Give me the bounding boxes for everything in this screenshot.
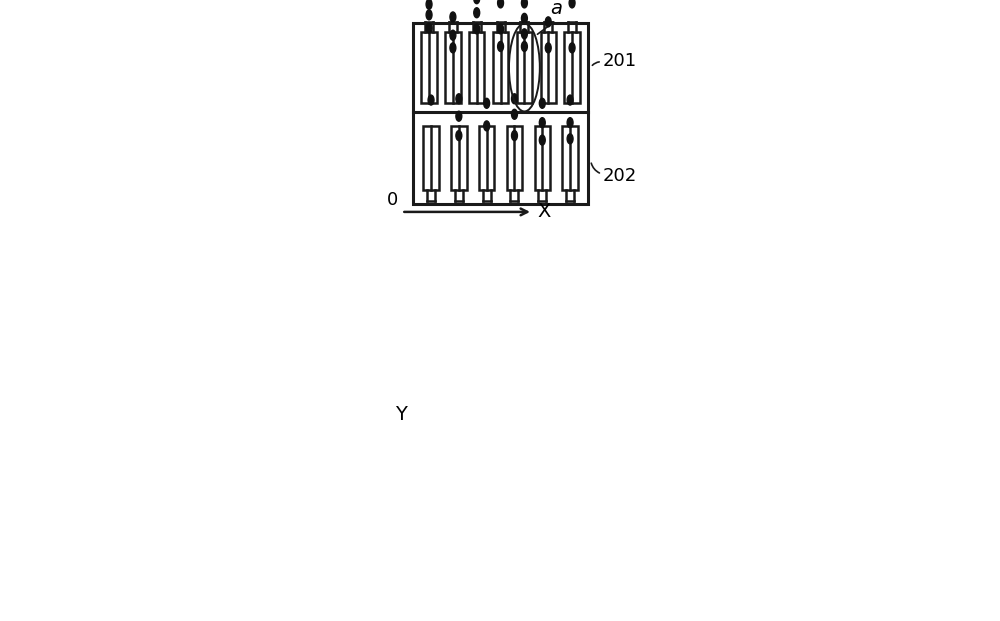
Ellipse shape (567, 134, 573, 144)
Text: Y: Y (395, 404, 407, 424)
Ellipse shape (498, 24, 504, 34)
Text: a: a (550, 0, 562, 18)
Ellipse shape (567, 95, 573, 105)
Bar (517, 32, 532, 102)
Ellipse shape (539, 135, 545, 145)
Ellipse shape (484, 121, 490, 131)
Ellipse shape (456, 130, 462, 140)
Ellipse shape (456, 111, 462, 121)
Ellipse shape (456, 94, 462, 104)
Ellipse shape (450, 30, 456, 40)
Ellipse shape (569, 0, 575, 8)
Bar (535, 126, 550, 191)
Ellipse shape (450, 43, 456, 53)
Bar (493, 32, 508, 102)
Ellipse shape (426, 23, 432, 33)
Bar (469, 32, 484, 102)
Ellipse shape (545, 43, 551, 53)
Ellipse shape (474, 24, 480, 34)
Text: X: X (537, 202, 551, 222)
Ellipse shape (426, 0, 432, 1)
Bar (541, 32, 556, 102)
Bar (562, 126, 578, 191)
Ellipse shape (521, 14, 527, 24)
Ellipse shape (474, 7, 480, 18)
Bar (451, 126, 467, 191)
Text: 202: 202 (603, 167, 637, 185)
Ellipse shape (521, 29, 527, 39)
Ellipse shape (428, 95, 434, 105)
Ellipse shape (521, 42, 527, 52)
Ellipse shape (498, 0, 504, 8)
Ellipse shape (474, 0, 480, 4)
Ellipse shape (426, 0, 432, 9)
Ellipse shape (539, 98, 545, 108)
Ellipse shape (545, 17, 551, 27)
Bar (421, 32, 437, 102)
Bar (423, 126, 439, 191)
Ellipse shape (521, 0, 527, 8)
Ellipse shape (512, 109, 517, 119)
Ellipse shape (512, 130, 517, 140)
Bar (479, 126, 494, 191)
Ellipse shape (484, 98, 490, 108)
Ellipse shape (539, 118, 545, 128)
Ellipse shape (498, 42, 504, 52)
Ellipse shape (426, 10, 432, 20)
Ellipse shape (567, 118, 573, 128)
Bar (507, 126, 522, 191)
Ellipse shape (512, 94, 517, 104)
Text: 0: 0 (387, 191, 398, 209)
Ellipse shape (450, 12, 456, 22)
Bar (564, 32, 580, 102)
Text: 201: 201 (603, 52, 637, 70)
Ellipse shape (569, 43, 575, 53)
Bar (413, 22, 588, 204)
Bar (445, 32, 461, 102)
